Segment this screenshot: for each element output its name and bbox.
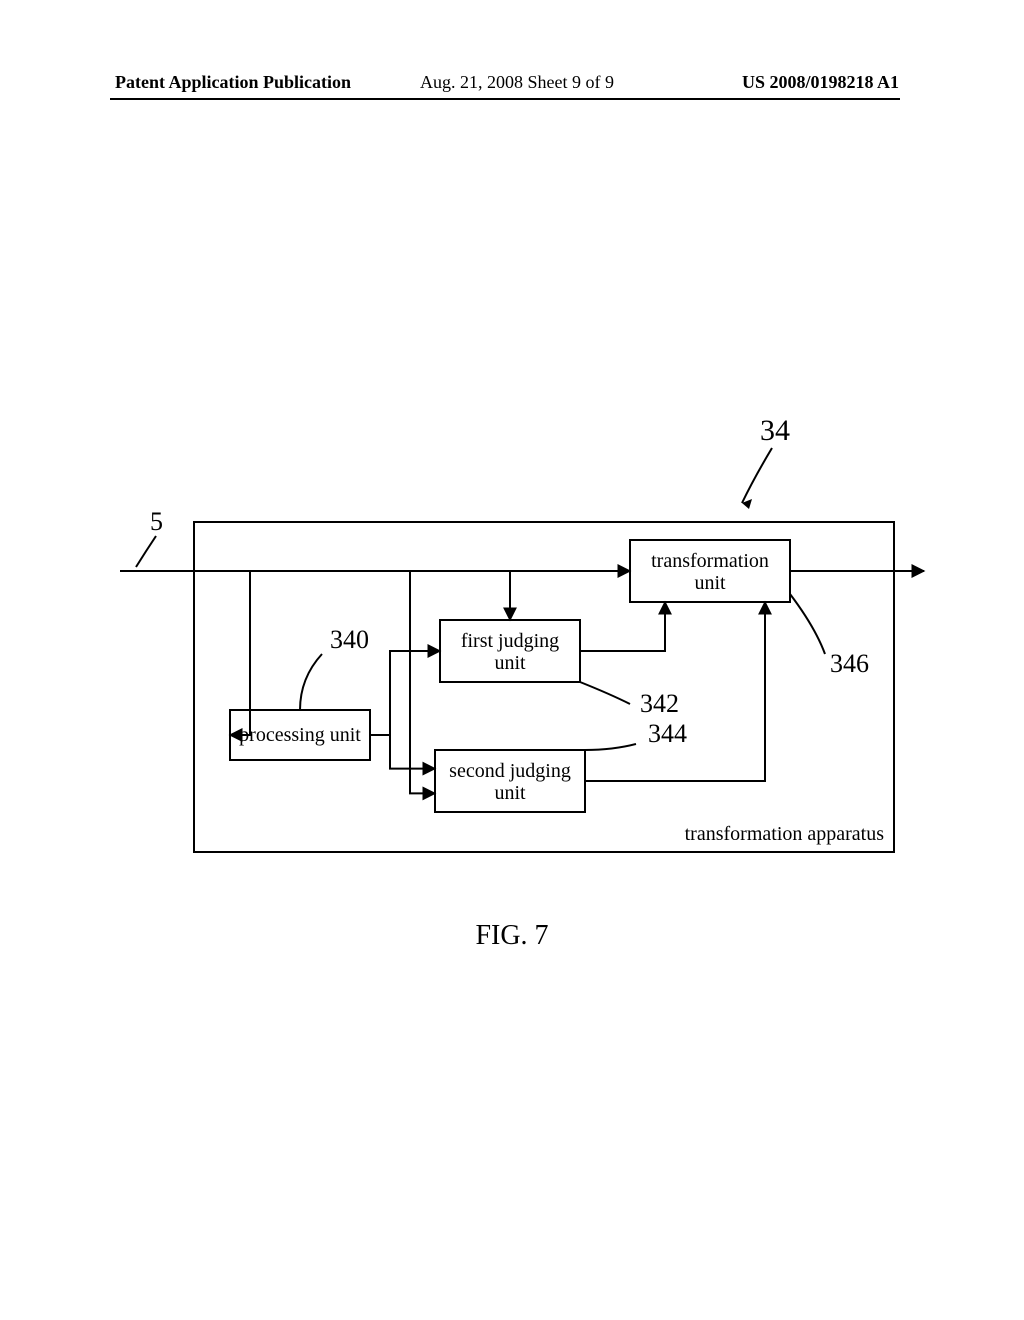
page: Patent Application Publication Aug. 21, … [0, 0, 1024, 1320]
svg-text:second judging: second judging [449, 760, 571, 782]
svg-text:346: 346 [830, 649, 869, 678]
header-middle: Aug. 21, 2008 Sheet 9 of 9 [420, 72, 614, 93]
block-diagram: processing unitfirst judgingunitsecond j… [100, 410, 930, 900]
svg-text:unit: unit [694, 572, 726, 594]
svg-text:unit: unit [494, 652, 526, 674]
svg-text:340: 340 [330, 625, 369, 654]
svg-text:transformation: transformation [651, 550, 769, 572]
svg-text:34: 34 [760, 414, 790, 447]
header-right: US 2008/0198218 A1 [742, 72, 899, 93]
svg-text:unit: unit [494, 782, 526, 804]
svg-text:first judging: first judging [461, 630, 559, 652]
header-left: Patent Application Publication [115, 72, 351, 93]
svg-text:transformation apparatus: transformation apparatus [685, 823, 885, 845]
svg-text:processing unit: processing unit [239, 724, 361, 746]
svg-text:5: 5 [150, 507, 163, 536]
svg-text:342: 342 [640, 689, 679, 718]
header-rule [110, 98, 900, 100]
svg-text:344: 344 [648, 719, 687, 748]
figure-caption: FIG. 7 [0, 920, 1024, 952]
